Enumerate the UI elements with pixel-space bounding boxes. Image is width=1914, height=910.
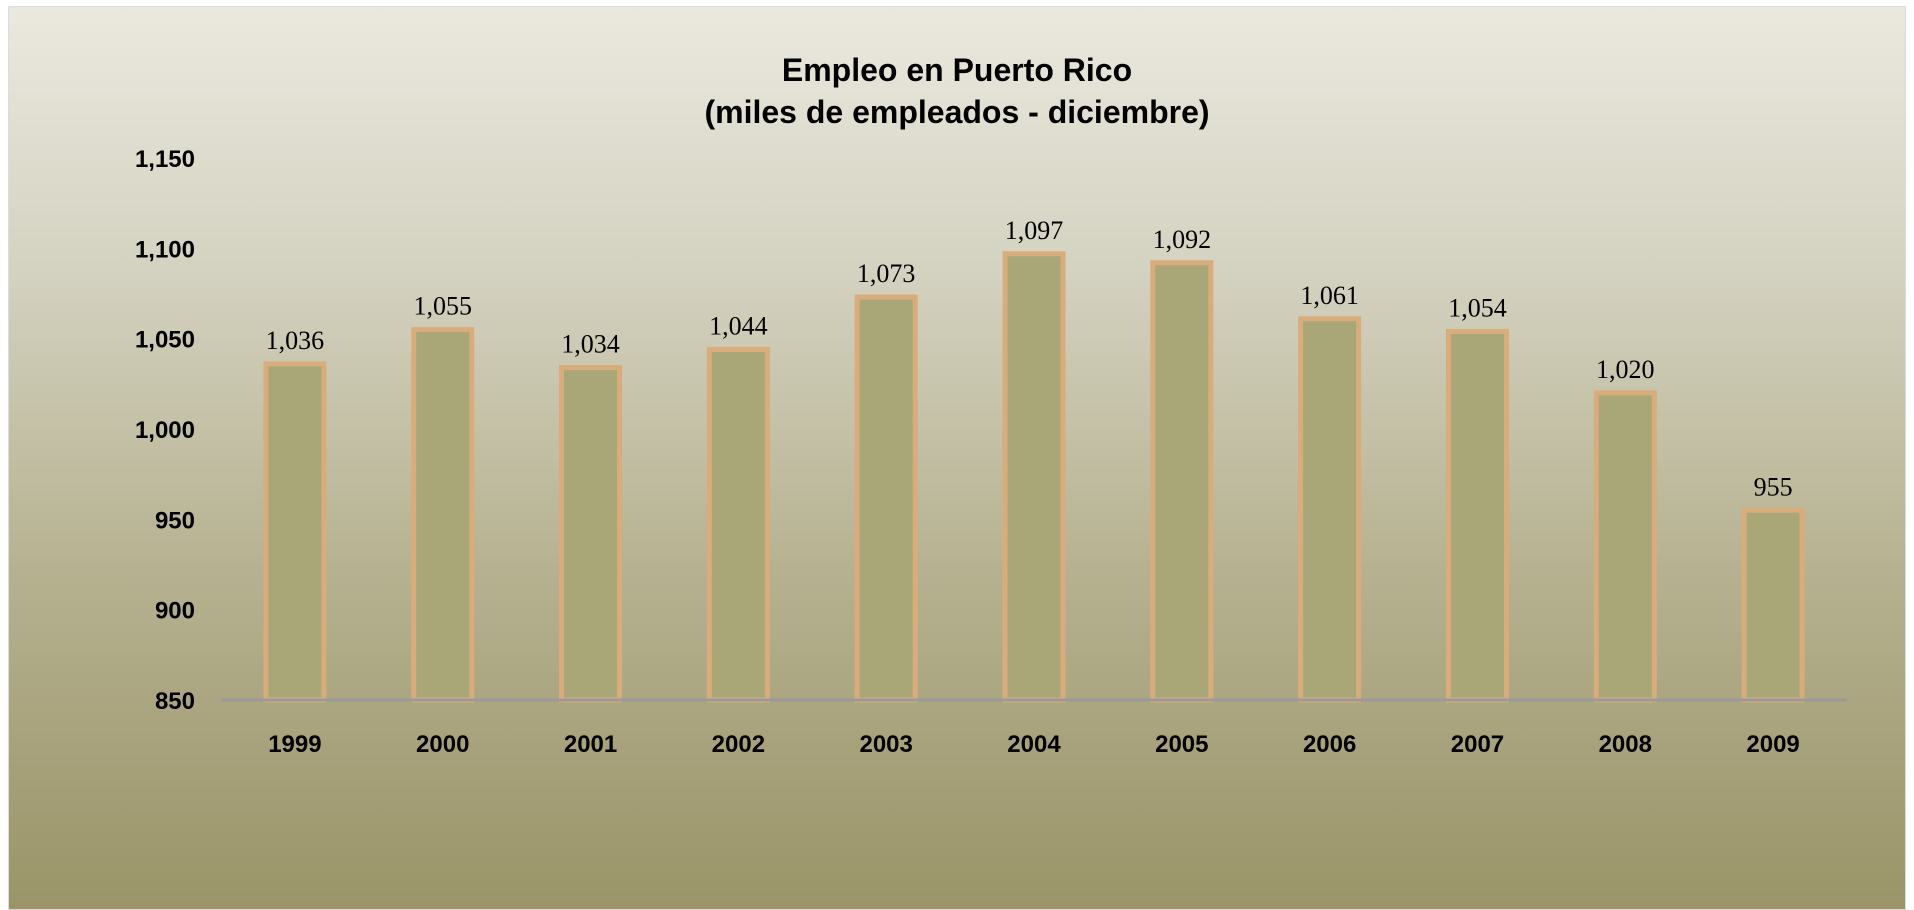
y-tick-label: 950 [155,507,195,534]
bar-1999 [263,361,327,703]
y-tick-label: 850 [155,688,195,715]
data-label-2001: 1,034 [561,330,620,359]
data-label-2009: 955 [1754,472,1793,501]
x-tick-label: 2006 [1303,731,1356,758]
y-tick-label: 1,000 [135,417,195,444]
bar-2007 [1445,328,1509,703]
data-label-2005: 1,092 [1153,225,1212,254]
x-tick-label: 2003 [859,731,912,758]
data-label-2003: 1,073 [857,259,916,288]
x-tick-label: 1999 [268,731,321,758]
data-label-1999: 1,036 [266,326,325,355]
x-tick-label: 2005 [1155,731,1208,758]
x-tick-label: 2008 [1599,731,1652,758]
data-label-2006: 1,061 [1300,281,1359,310]
x-tick-label: 2001 [564,731,617,758]
x-tick-label: 2002 [712,731,765,758]
x-tick-label: 2009 [1746,731,1799,758]
x-tick-label: 2000 [416,731,469,758]
data-label-2004: 1,097 [1005,216,1064,245]
data-label-2008: 1,020 [1596,355,1655,384]
data-label-2002: 1,044 [709,312,768,341]
data-label-2000: 1,055 [413,292,472,321]
bar-2005 [1150,260,1214,703]
bar-2002 [706,347,770,703]
y-tick-label: 1,150 [135,146,195,173]
x-tick-label: 2007 [1451,731,1504,758]
bar-2008 [1593,390,1657,703]
x-tick-label: 2004 [1007,731,1061,758]
y-tick-label: 1,100 [135,236,195,263]
bar-2001 [559,365,623,703]
chart-subtitle: (miles de empleados - diciembre) [704,94,1210,130]
bar-2006 [1298,316,1362,703]
bar-2003 [854,294,918,703]
y-tick-label: 900 [155,598,195,625]
bar-2009 [1741,507,1805,703]
chart-title: Empleo en Puerto Rico [781,52,1133,88]
bar-2004 [1002,251,1066,703]
y-tick-label: 1,050 [135,327,195,354]
data-label-2007: 1,054 [1448,293,1507,322]
bar-2000 [411,327,475,703]
